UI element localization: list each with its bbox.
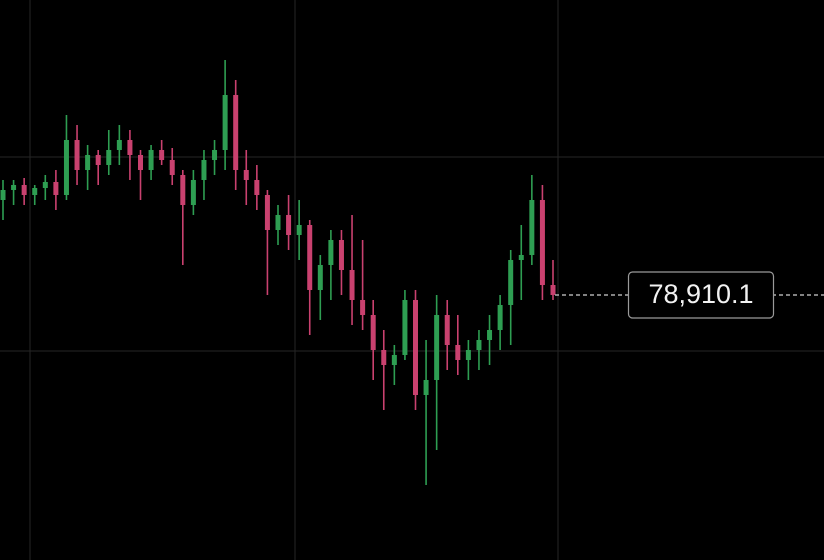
candle-body [74,140,80,170]
candle-body [85,155,91,170]
candle-body [529,200,535,255]
candle-body [95,155,101,165]
candle-body [21,185,27,195]
candle-body [328,240,334,265]
candle-body [180,175,186,205]
candle-body [317,265,323,290]
candle-body [201,160,207,180]
candle-body [243,170,249,180]
candle-body [233,95,239,170]
candle-body [391,355,397,365]
candle-body [106,150,112,165]
candle-body [190,180,196,205]
candle-body [138,155,143,170]
candle-body [508,260,514,305]
candle-body [264,195,270,230]
candle-body [63,140,69,195]
candle-body [53,182,59,195]
candle-body [550,285,556,295]
candle-body [497,305,503,330]
candle-body [455,345,461,360]
candle-body [222,95,228,150]
candle-body [349,270,355,300]
candle-body [296,225,302,235]
price-label: 78,910.1 [648,279,753,309]
candle-body [465,350,471,360]
candle-body [148,150,154,170]
candle-body [402,300,408,355]
candle-body [42,182,48,188]
candle-body [518,255,524,260]
candle-body [169,160,175,175]
candle-body [338,240,344,270]
candle-body [127,140,133,155]
candle-body [159,150,165,160]
candle-body [434,315,440,380]
candle-body [11,185,17,190]
candle-body [307,225,313,290]
candle-body [286,215,292,235]
candle-body [116,140,122,150]
candle-body [539,200,545,285]
candle-body [275,215,281,230]
candle-body [487,330,493,340]
candle-body [254,180,260,195]
candle-body [444,315,450,345]
candle-body [32,188,38,195]
candle-body [476,340,482,350]
candles [0,60,556,485]
candle-body [370,315,376,350]
price-label-box [627,271,775,319]
candle-body [423,380,429,395]
candle-body [413,300,418,395]
candle-body [0,190,6,200]
candle-body [360,300,366,315]
candle-body [212,150,218,160]
candle-body [381,350,387,365]
price-tag: 78,910.1 [555,271,824,319]
